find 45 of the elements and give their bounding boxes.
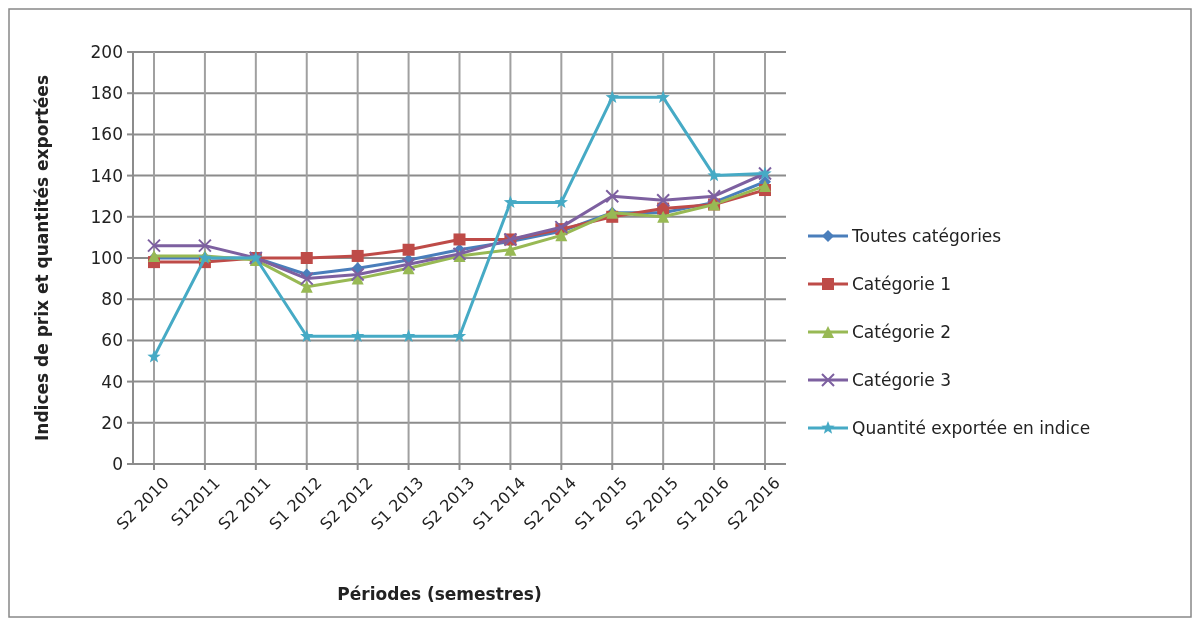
point: [453, 233, 466, 246]
y-tick-label: 140: [90, 165, 123, 186]
point: [147, 238, 161, 253]
point: [300, 252, 313, 264]
point: [452, 329, 467, 342]
y-tick-label: 0: [112, 453, 123, 474]
legend-label: Catégorie 3: [852, 369, 951, 390]
y-tick-label: 40: [101, 371, 123, 392]
point: [197, 238, 212, 253]
legend-label: Toutes catégories: [851, 225, 1002, 246]
y-tick-label: 180: [90, 83, 123, 104]
y-tick-label: 160: [90, 124, 123, 145]
point: [402, 243, 415, 256]
point: [147, 349, 161, 363]
point: [300, 329, 314, 342]
point: [656, 90, 670, 103]
y-axis-title: Indices de prix et quantités exportées: [32, 74, 52, 442]
y-tick-label: 100: [90, 247, 123, 268]
point: [401, 329, 416, 342]
point: [707, 168, 721, 182]
point: [300, 280, 313, 293]
point: [656, 193, 671, 208]
point: [707, 189, 722, 204]
point: [605, 90, 619, 103]
point: [401, 257, 416, 272]
point: [299, 271, 314, 286]
legend-label: Quantité exportée en indice: [852, 417, 1091, 438]
x-axis-title: Périodes (semestres): [337, 584, 542, 604]
point: [657, 210, 670, 223]
y-tick-label: 120: [90, 206, 123, 227]
point: [504, 243, 517, 256]
point: [554, 195, 568, 209]
point: [351, 329, 365, 342]
point: [605, 189, 620, 204]
y-tick-label: 60: [101, 330, 123, 351]
y-tick-label: 80: [101, 289, 123, 310]
point: [555, 229, 568, 242]
legend-label: Catégorie 2: [852, 321, 951, 342]
point: [759, 179, 771, 192]
point: [503, 195, 518, 209]
legend-label: Catégorie 1: [852, 273, 951, 294]
point: [350, 267, 365, 282]
point: [351, 249, 364, 262]
y-tick-label: 20: [101, 412, 123, 433]
y-tick-label: 200: [90, 41, 123, 62]
